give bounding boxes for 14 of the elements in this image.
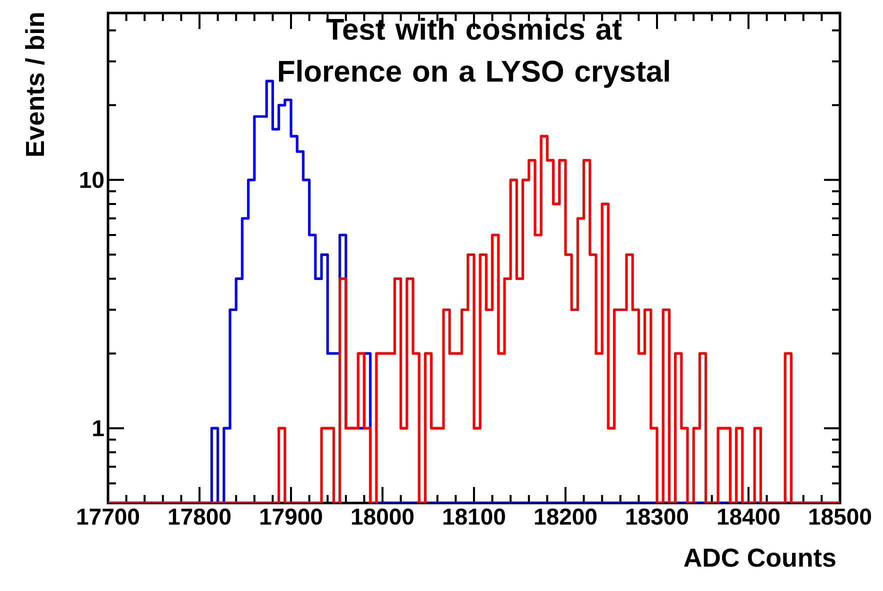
text: Test with cosmics at Florence on a LYSO crystal	[278, 18, 669, 88]
x-tick-label: 17700	[77, 508, 140, 525]
y-axis-title: Events / bin	[25, 13, 44, 156]
x-tick-label: 18500	[809, 508, 872, 525]
x-tick-label: 18400	[718, 508, 780, 525]
x-tick-label: 18200	[534, 508, 597, 525]
x-tick-label: 17900	[260, 508, 322, 525]
x-tick-label: 18000	[352, 508, 414, 525]
x-tick-label: 18300	[626, 508, 688, 525]
x-tick-label: 17800	[168, 508, 231, 525]
x-tick-label: 18100	[443, 508, 506, 525]
x-axis-title: ADC Counts	[684, 548, 836, 567]
y-tick-label: 10	[80, 172, 104, 188]
y-tick-label: 1	[93, 420, 104, 436]
